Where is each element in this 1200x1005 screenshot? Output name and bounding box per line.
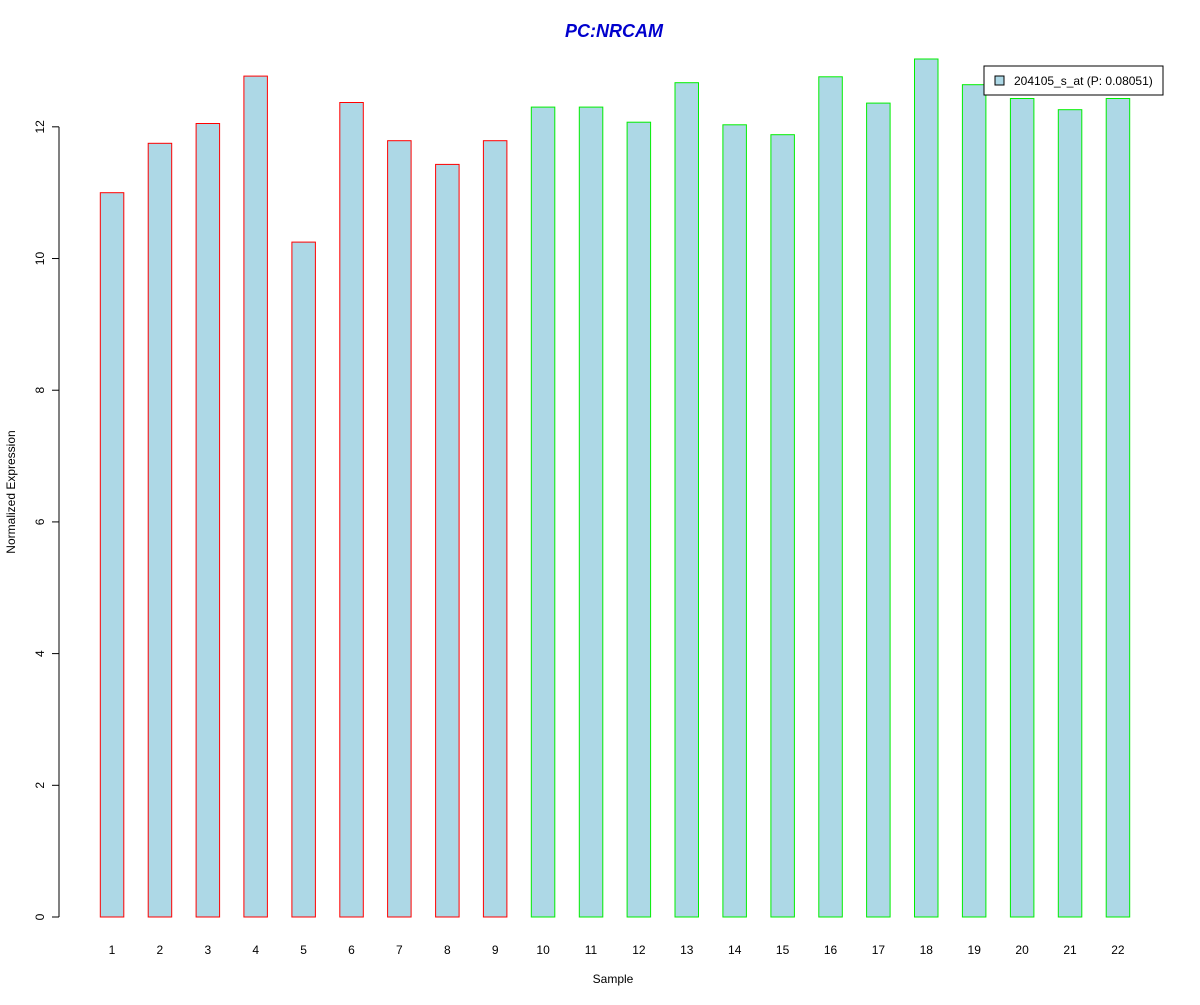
x-axis-label: Sample (593, 972, 634, 986)
x-tick-label: 7 (396, 943, 403, 957)
legend-box (983, 65, 1164, 96)
x-tick-label: 6 (348, 943, 355, 957)
bar (626, 121, 652, 918)
x-tick-label: 21 (1063, 943, 1077, 957)
bar (1105, 98, 1131, 918)
bar (914, 58, 939, 918)
x-tick-label: 16 (824, 943, 838, 957)
bar (339, 102, 364, 918)
y-axis-label: Normalized Expression (4, 430, 18, 553)
bar (866, 102, 891, 918)
bar (243, 75, 268, 918)
bar (147, 142, 173, 918)
x-tick-label: 22 (1111, 943, 1125, 957)
x-tick-label: 13 (680, 943, 694, 957)
bar (1057, 109, 1083, 918)
bar (99, 192, 125, 918)
y-tick-label: 10 (33, 252, 47, 266)
x-tick-label: 1 (109, 943, 116, 957)
x-tick-label: 14 (728, 943, 742, 957)
x-tick-label: 15 (776, 943, 790, 957)
bar (482, 140, 508, 918)
bar (435, 163, 460, 918)
bar (1009, 98, 1035, 918)
y-tick-label: 6 (33, 518, 47, 525)
bar (387, 140, 412, 918)
x-tick-label: 9 (492, 943, 499, 957)
bar (961, 84, 987, 918)
y-tick-label: 0 (33, 913, 47, 920)
y-tick-label: 8 (33, 387, 47, 394)
y-tick-label: 12 (33, 120, 47, 134)
bar (818, 76, 843, 918)
legend-label: 204105_s_at (P: 0.08051) (1014, 74, 1153, 88)
bar (674, 82, 699, 918)
legend: 204105_s_at (P: 0.08051) (983, 65, 1164, 96)
x-tick-label: 4 (252, 943, 259, 957)
x-tick-label: 19 (968, 943, 982, 957)
x-tick-label: 2 (157, 943, 164, 957)
x-tick-label: 12 (632, 943, 646, 957)
bar (530, 106, 556, 918)
x-tick-label: 18 (920, 943, 934, 957)
x-tick-label: 8 (444, 943, 451, 957)
bars-group (99, 58, 1131, 918)
bar (291, 241, 316, 918)
x-tick-labels: 1 2 3 4 5 6 7 8 9 10 11 12 13 14 15 16 17 18 19 20 21 22 (109, 943, 1125, 957)
x-tick-label: 3 (204, 943, 211, 957)
bar (770, 134, 795, 918)
x-tick-label: 11 (585, 943, 598, 957)
bar (578, 106, 604, 918)
bar (195, 123, 221, 918)
x-tick-label: 10 (536, 943, 550, 957)
y-tick-label: 2 (33, 782, 47, 789)
x-tick-label: 20 (1015, 943, 1029, 957)
bar (722, 124, 747, 918)
y-tick-label: 4 (33, 650, 47, 657)
x-tick-label: 17 (872, 943, 886, 957)
legend-swatch (994, 75, 1005, 86)
chart-title: PC:NRCAM (565, 21, 664, 41)
x-tick-label: 5 (300, 943, 307, 957)
y-axis: 0 2 4 6 8 10 12 (33, 120, 60, 920)
